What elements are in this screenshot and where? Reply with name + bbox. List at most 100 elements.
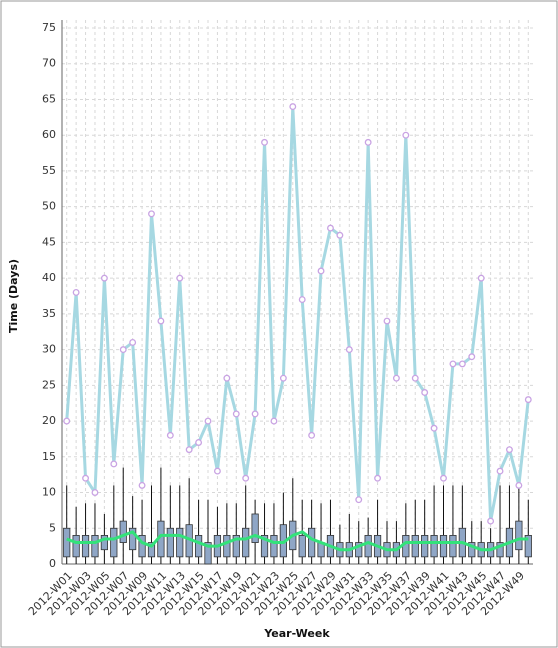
box (496, 542, 504, 558)
max-marker (176, 274, 184, 282)
box (204, 542, 212, 565)
max-marker (402, 131, 410, 139)
max-marker (515, 481, 523, 489)
box (449, 535, 457, 558)
box (515, 520, 523, 551)
center-line (66, 530, 529, 552)
max-marker (383, 317, 391, 325)
box (91, 535, 99, 558)
box (439, 535, 448, 558)
y-tick-label: 65 (42, 92, 56, 105)
max-marker (270, 417, 278, 425)
max-marker (195, 439, 203, 446)
max-marker (242, 474, 250, 482)
max-marker (364, 138, 372, 146)
max-marker (506, 446, 513, 454)
max-marker (63, 417, 71, 425)
max-marker (421, 389, 429, 396)
box (166, 527, 174, 558)
max-marker (72, 288, 80, 296)
max-marker (100, 274, 108, 282)
max-marker (411, 374, 419, 382)
max-marker (317, 267, 325, 275)
max-marker (392, 374, 400, 382)
max-marker (468, 353, 476, 361)
y-tick-label: 55 (42, 164, 56, 177)
max-marker (129, 339, 137, 346)
y-tick-label: 75 (42, 21, 56, 34)
max-marker (110, 460, 118, 468)
max-marker (279, 374, 287, 382)
box (524, 535, 532, 558)
max-marker (119, 346, 127, 354)
max-marker (213, 467, 221, 475)
max-marker (524, 396, 532, 404)
max-marker (336, 231, 344, 239)
max-line (65, 105, 530, 523)
max-marker (91, 489, 99, 496)
max-marker (232, 410, 240, 418)
max-marker (308, 431, 316, 439)
box (364, 535, 372, 558)
box (232, 535, 240, 558)
max-marker (185, 446, 193, 454)
y-tick-label: 35 (42, 307, 56, 320)
max-marker (458, 360, 466, 368)
box (251, 513, 259, 543)
max-marker (223, 374, 231, 382)
max-marker (298, 296, 306, 304)
max-marker (138, 481, 146, 489)
y-axis-title: Time (Days) (7, 259, 20, 333)
max-marker (449, 360, 457, 368)
max-marker (166, 431, 174, 439)
x-axis-title: Year-Week (263, 627, 330, 640)
max-marker (374, 474, 382, 482)
max-marker (440, 474, 447, 482)
max-marker (251, 410, 259, 418)
max-marker (157, 317, 165, 325)
max-marker (327, 224, 334, 232)
box (411, 535, 419, 558)
box (147, 542, 156, 558)
y-tick-label: 0 (49, 557, 56, 570)
max-marker (496, 467, 504, 475)
box (355, 542, 363, 558)
box (176, 527, 184, 558)
max-marker (477, 274, 485, 282)
y-tick-label: 50 (42, 200, 56, 213)
box (138, 535, 146, 558)
box (119, 520, 127, 543)
y-tick-label: 30 (42, 343, 56, 356)
box (260, 535, 269, 558)
y-tick-label: 25 (42, 378, 56, 391)
max-marker (355, 496, 363, 504)
box (72, 535, 80, 558)
box (100, 535, 108, 551)
y-tick-label: 70 (42, 57, 56, 70)
box (270, 535, 278, 558)
y-tick-label: 40 (42, 271, 56, 284)
max-marker (487, 517, 495, 525)
y-tick-label: 20 (42, 414, 56, 427)
box (81, 535, 90, 558)
box (194, 535, 203, 558)
y-tick-label: 45 (42, 235, 56, 248)
box (430, 535, 438, 558)
max-marker (148, 210, 155, 218)
max-marker (261, 138, 268, 146)
box (308, 527, 316, 558)
box (468, 542, 476, 558)
y-tick-label: 10 (42, 486, 56, 499)
max-marker (289, 103, 297, 111)
y-tick-label: 5 (49, 521, 56, 534)
box (110, 527, 118, 558)
max-marker (345, 346, 353, 354)
box (298, 535, 306, 558)
box (421, 535, 429, 558)
box (242, 527, 250, 558)
max-marker (82, 474, 89, 482)
y-tick-label: 15 (42, 450, 56, 463)
box (63, 527, 71, 558)
max-marker (204, 417, 212, 425)
